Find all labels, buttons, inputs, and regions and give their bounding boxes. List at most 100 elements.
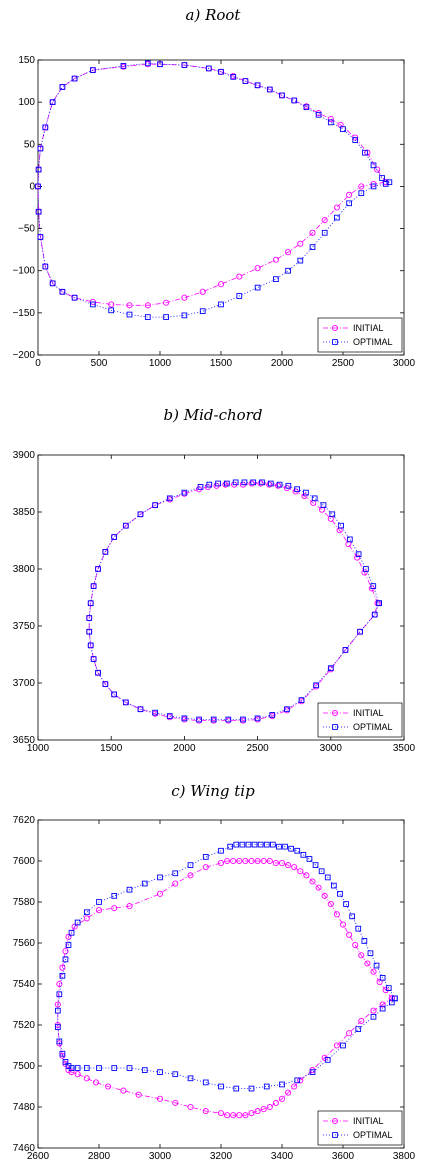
series-line-initial	[88, 483, 378, 721]
data-point-initial	[358, 952, 365, 959]
data-point-optimal	[331, 882, 337, 889]
data-point-optimal	[257, 841, 264, 848]
y-tick-label: 3850	[13, 507, 36, 518]
data-point-optimal	[54, 1024, 61, 1030]
data-point-optimal	[111, 691, 117, 698]
data-point-initial	[272, 1099, 279, 1106]
data-point-optimal	[163, 314, 169, 320]
legend-marker-circle	[331, 324, 339, 332]
data-point-optimal	[297, 257, 304, 264]
data-point-optimal	[86, 628, 93, 635]
data-point-initial	[333, 1042, 340, 1049]
data-point-optimal	[202, 1079, 209, 1086]
data-point-optimal	[224, 480, 230, 487]
data-point-optimal	[96, 899, 102, 905]
chart-title: b) Mid-chord	[164, 406, 263, 424]
data-point-optimal	[324, 1056, 331, 1063]
legend-label: OPTIMAL	[353, 722, 393, 732]
x-tick-label: 2500	[246, 743, 269, 754]
data-point-optimal	[233, 1085, 240, 1092]
x-tick-label: 1500	[210, 358, 233, 369]
data-point-initial	[297, 868, 304, 875]
data-point-optimal	[388, 999, 395, 1006]
data-point-optimal	[210, 716, 217, 723]
data-point-optimal	[346, 200, 352, 207]
data-point-initial	[278, 1095, 286, 1102]
y-tick-label: 7620	[13, 815, 36, 826]
data-point-initial	[126, 903, 133, 910]
data-point-optimal	[218, 68, 224, 75]
data-point-optimal	[83, 909, 90, 916]
x-tick-label: 2000	[173, 743, 196, 754]
data-point-initial	[172, 1099, 179, 1106]
x-tick-label: 0	[35, 358, 41, 369]
data-point-optimal	[35, 166, 42, 173]
data-point-initial	[339, 921, 347, 928]
data-point-optimal	[236, 293, 243, 299]
data-point-optimal	[42, 124, 49, 131]
x-tick-label: 2600	[27, 1151, 50, 1161]
x-tick-label: 3000	[393, 358, 416, 369]
data-point-initial	[236, 273, 243, 280]
data-point-optimal	[370, 183, 377, 190]
y-tick-label: 150	[18, 55, 35, 66]
data-point-optimal	[343, 901, 349, 907]
data-point-optimal	[96, 1065, 102, 1071]
data-point-initial	[222, 481, 229, 488]
y-tick-label: 3700	[13, 678, 36, 689]
y-tick-label: 7520	[13, 1020, 36, 1031]
data-point-initial	[254, 82, 261, 89]
data-point-optimal	[254, 715, 261, 722]
data-point-initial	[230, 857, 237, 865]
data-point-optimal	[37, 234, 44, 240]
data-point-initial	[291, 97, 298, 104]
data-point-initial	[202, 1108, 209, 1115]
data-point-initial	[156, 1095, 164, 1102]
data-point-optimal	[284, 706, 290, 713]
x-tick-label: 3800	[393, 1151, 416, 1161]
data-point-initial	[217, 281, 225, 288]
data-point-optimal	[379, 975, 386, 981]
data-point-optimal	[285, 482, 292, 489]
data-point-optimal	[362, 149, 368, 156]
plot-frame	[37, 59, 405, 356]
data-point-optimal	[218, 847, 224, 854]
data-point-optimal	[90, 301, 96, 308]
y-tick-label: 7500	[13, 1061, 36, 1072]
data-point-initial	[172, 880, 179, 887]
data-point-optimal	[361, 938, 368, 944]
plot-frame	[37, 454, 405, 741]
x-tick-label: 3000	[149, 1151, 172, 1161]
data-point-optimal	[68, 929, 75, 936]
data-point-optimal	[87, 600, 94, 607]
data-point-optimal	[370, 162, 377, 169]
data-point-optimal	[152, 502, 158, 509]
legend-label: OPTIMAL	[353, 1130, 393, 1140]
data-point-initial	[199, 288, 206, 295]
data-point-initial	[285, 1089, 292, 1096]
data-point-optimal	[355, 925, 362, 932]
data-point-initial	[95, 907, 103, 914]
data-point-initial	[181, 294, 188, 301]
x-tick-label: 1000	[149, 358, 172, 369]
x-tick-label: 3600	[332, 1151, 355, 1161]
data-point-initial	[74, 1071, 81, 1078]
data-point-optimal	[269, 712, 276, 718]
data-point-optimal	[218, 1083, 224, 1090]
data-point-initial	[257, 480, 264, 487]
data-point-initial	[260, 857, 267, 865]
data-point-optimal	[157, 874, 163, 881]
data-point-initial	[248, 1110, 255, 1117]
series-line-optimal	[57, 844, 396, 1089]
data-point-initial	[224, 1112, 231, 1119]
data-point-initial	[111, 905, 118, 912]
y-tick-label: −150	[12, 308, 35, 319]
data-point-initial	[217, 860, 225, 867]
data-point-optimal	[306, 856, 313, 862]
data-point-optimal	[71, 75, 78, 82]
data-point-optimal	[137, 511, 144, 518]
data-point-optimal	[276, 481, 283, 488]
data-point-optimal	[205, 65, 212, 72]
data-point-optimal	[111, 1065, 118, 1071]
data-point-optimal	[166, 713, 173, 719]
